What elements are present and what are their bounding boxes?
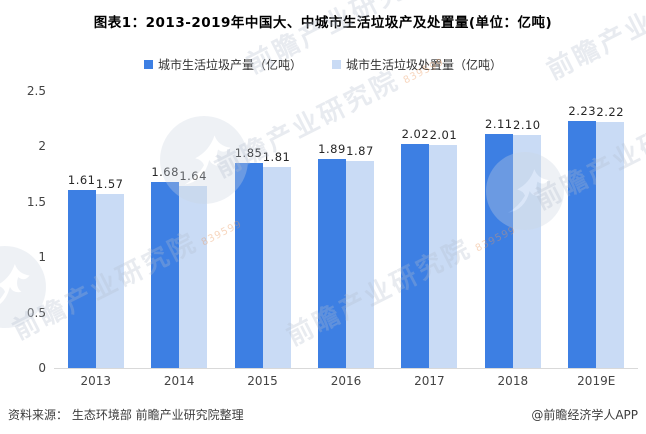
bar-value-label: 1.57: [95, 177, 124, 192]
legend-swatch-icon: [332, 60, 341, 69]
production-bar-2019E: 2.23: [568, 104, 597, 368]
disposal-bar-2015: 1.81: [262, 150, 291, 368]
bar-group-2015: 1.85 1.81: [221, 91, 304, 368]
disposal-bar-2019E: 2.22: [596, 105, 625, 368]
disposal-bar-2018: 2.10: [512, 118, 541, 368]
bar-value-label: 2.02: [401, 127, 430, 142]
bar-value-label: 1.89: [318, 141, 346, 156]
disposal-bar-2016: 1.87: [345, 144, 374, 368]
bar-group-2018: 2.11 2.10: [471, 91, 554, 368]
y-tick-2.5: 2.5: [26, 84, 46, 98]
bar-value-label: 2.23: [568, 103, 597, 118]
disposal-bar-2017: 2.01: [429, 128, 458, 368]
legend-swatch-icon: [143, 60, 153, 69]
production-bar-2015: 1.85: [234, 146, 263, 368]
chart-title: 图表1：2013-2019年中国大、中城市生活垃圾产及处置量(单位：亿吨): [93, 15, 553, 31]
production-bar-2013: 1.61: [67, 173, 96, 368]
y-tick-0.5: 0.5: [26, 305, 46, 320]
disposal-bar-2013: 1.57: [95, 177, 124, 368]
bar-group-2014: 1.68 1.64: [137, 91, 220, 368]
legend: 城市生活垃圾产量（亿吨） 城市生活垃圾处置量（亿吨）: [0, 56, 646, 73]
bar-group-2019E: 2.23 2.22: [555, 91, 638, 368]
production-bar-2014: 1.68: [151, 165, 180, 368]
bar-value-label: 1.87: [346, 143, 374, 158]
bar-value-label: 2.22: [596, 105, 625, 120]
legend-item-1: 城市生活垃圾处置量（亿吨）: [332, 56, 502, 73]
plot-area: 1.61 1.57 1.68 1.64 1.85 1.81 1.89 1.87 2.02 2.01…: [54, 91, 638, 369]
bar-value-label: 1.61: [67, 172, 96, 187]
bar-value-label: 1.64: [179, 169, 207, 184]
credit-note: @前瞻经济学人APP: [531, 408, 638, 422]
x-label-2016: 2016: [330, 374, 362, 388]
production-bar-2018: 2.11: [484, 117, 513, 368]
production-bar-2016: 1.89: [317, 142, 346, 368]
y-tick-1: 1: [38, 250, 46, 265]
legend-item-0: 城市生活垃圾产量（亿吨）: [143, 56, 302, 73]
bar-group-2013: 1.61 1.57: [54, 91, 137, 368]
footer: 资料来源： 生态环境部 前瞻产业研究院整理 @前瞻经济学人APP: [8, 406, 638, 423]
bar-value-label: 2.10: [513, 118, 541, 133]
legend-label: 城市生活垃圾处置量（亿吨）: [346, 58, 503, 72]
x-label-2019E: 2019E: [577, 374, 616, 388]
bar-value-label: 1.68: [151, 164, 179, 179]
x-label-2013: 2013: [80, 374, 111, 388]
legend-label: 城市生活垃圾产量（亿吨）: [157, 58, 302, 72]
bar-value-label: 2.01: [429, 128, 458, 143]
x-label-2014: 2014: [163, 374, 195, 388]
y-axis: 0 0.5 1 1.5 2 2.5: [0, 85, 46, 374]
x-axis: 2013 2014 2015 2016 2017 2018 2019E: [54, 374, 638, 388]
y-tick-2: 2: [38, 139, 46, 154]
disposal-bar-2014: 1.64: [179, 169, 208, 368]
x-label-2017: 2017: [414, 374, 445, 388]
bar-value-label: 1.81: [262, 150, 291, 165]
x-label-2018: 2018: [497, 374, 529, 388]
bar-value-label: 1.85: [234, 146, 263, 161]
bar-value-label: 2.11: [485, 117, 513, 132]
bar-group-2016: 1.89 1.87: [304, 91, 387, 368]
x-label-2015: 2015: [247, 374, 278, 388]
bar-group-2017: 2.02 2.01: [388, 91, 471, 368]
source-note: 资料来源： 生态环境部 前瞻产业研究院整理: [8, 408, 244, 422]
y-tick-0: 0: [38, 361, 46, 375]
production-bar-2017: 2.02: [401, 127, 430, 368]
y-tick-1.5: 1.5: [26, 194, 46, 209]
